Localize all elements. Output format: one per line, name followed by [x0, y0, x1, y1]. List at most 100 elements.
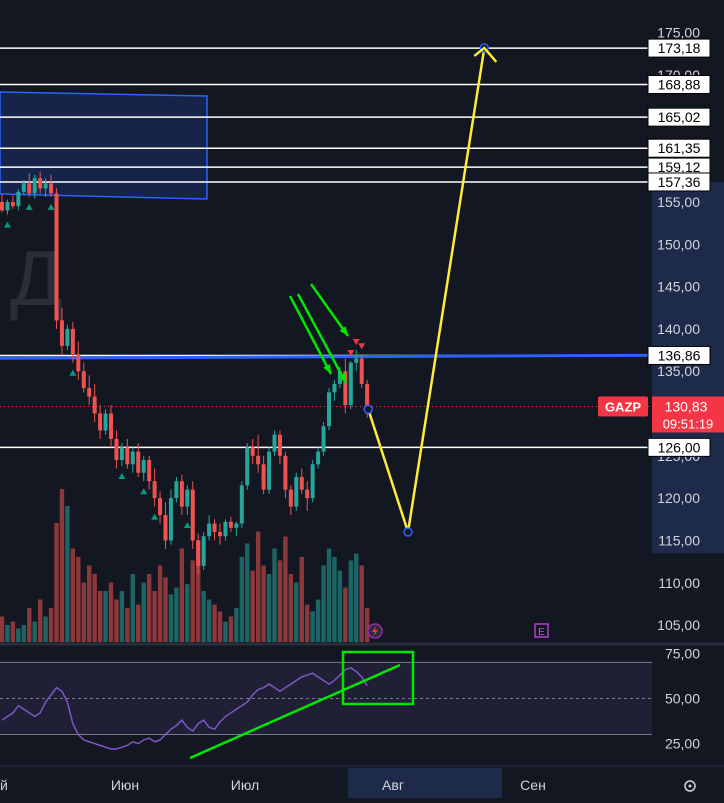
level-label-box[interactable] — [647, 38, 711, 58]
candle-body[interactable] — [348, 362, 353, 406]
candle-body[interactable] — [114, 438, 119, 461]
candle-body[interactable] — [245, 447, 250, 486]
candle-body[interactable] — [327, 392, 331, 427]
candle-body[interactable] — [103, 413, 108, 431]
candle-body[interactable] — [196, 540, 201, 566]
candle-body[interactable] — [305, 489, 310, 499]
candle-body[interactable] — [70, 328, 75, 355]
level-label-box[interactable] — [647, 74, 711, 94]
candle-body[interactable] — [98, 413, 103, 431]
candle-body[interactable] — [299, 476, 304, 490]
annotation-arrow[interactable] — [288, 295, 333, 375]
candle-body[interactable] — [283, 455, 288, 490]
candle-body[interactable] — [168, 498, 173, 541]
candle-body[interactable] — [76, 354, 81, 372]
gear-icon[interactable] — [684, 780, 696, 792]
blue-level-line[interactable] — [0, 353, 653, 360]
candle-body[interactable] — [27, 183, 32, 194]
candle-body[interactable] — [65, 328, 70, 346]
annotation-arrowhead — [323, 364, 331, 374]
supply-zone-rectangle[interactable] — [0, 91, 208, 200]
candle-body[interactable] — [190, 489, 195, 541]
candle-body[interactable] — [250, 447, 255, 456]
forecast-point[interactable] — [403, 527, 413, 537]
candle-body[interactable] — [152, 481, 157, 499]
candle-body[interactable] — [294, 476, 299, 507]
candle-body[interactable] — [163, 515, 168, 541]
level-label-box[interactable] — [647, 107, 711, 127]
candle-body[interactable] — [343, 371, 348, 406]
candle-body[interactable] — [234, 523, 239, 528]
candle-body[interactable] — [267, 451, 272, 490]
sell-signal-marker — [358, 343, 366, 350]
candle-body[interactable] — [43, 183, 48, 189]
volume-bar — [168, 594, 174, 642]
candle-body[interactable] — [16, 191, 21, 207]
current-price-badge[interactable] — [652, 396, 724, 433]
annotation-arrow[interactable] — [309, 283, 350, 337]
buy-signal-marker — [140, 488, 148, 495]
candle-body[interactable] — [354, 358, 359, 363]
level-label-box[interactable] — [647, 172, 711, 192]
candle-body[interactable] — [32, 178, 37, 194]
candle-body[interactable] — [0, 201, 4, 211]
candle-body[interactable] — [136, 451, 141, 473]
candle-body[interactable] — [201, 536, 206, 566]
candle-body[interactable] — [288, 489, 293, 507]
candle-body[interactable] — [365, 383, 370, 414]
candle-body[interactable] — [185, 489, 190, 507]
level-label-box[interactable] — [647, 345, 711, 365]
candle-body[interactable] — [228, 521, 233, 528]
candle-body[interactable] — [87, 388, 92, 397]
candle-body[interactable] — [147, 460, 152, 482]
candle-body[interactable] — [130, 451, 135, 465]
candle-body[interactable] — [125, 447, 130, 465]
candle-body[interactable] — [5, 201, 10, 211]
annotation-arrow[interactable] — [296, 293, 348, 384]
candle-body[interactable] — [81, 371, 86, 389]
candle-body[interactable] — [207, 523, 212, 537]
candle-body[interactable] — [310, 464, 315, 499]
rsi-highlight-box[interactable] — [341, 650, 415, 706]
candle-body[interactable] — [359, 358, 364, 384]
candle-body[interactable] — [261, 464, 266, 490]
candle-body[interactable] — [109, 413, 113, 439]
candle-body[interactable] — [239, 485, 244, 524]
level-label-box[interactable] — [647, 437, 711, 457]
candle-body[interactable] — [316, 451, 321, 465]
candle-body[interactable] — [272, 434, 277, 452]
candle-body[interactable] — [218, 531, 222, 537]
candle-body[interactable] — [174, 481, 179, 499]
candle-body[interactable] — [10, 201, 15, 207]
candle-body[interactable] — [158, 498, 163, 516]
candle-body[interactable] — [223, 521, 228, 537]
level-label-box[interactable] — [647, 138, 711, 158]
candle-body[interactable] — [277, 434, 282, 456]
buy-signal-marker — [47, 203, 55, 210]
candle-body[interactable] — [49, 183, 54, 194]
candle-body[interactable] — [119, 447, 124, 461]
rsi-tick-label: 25,00 — [665, 736, 700, 752]
candle-body[interactable] — [21, 183, 26, 192]
candle-body[interactable] — [212, 523, 217, 532]
candle-body[interactable] — [332, 383, 337, 393]
candle-body[interactable] — [141, 460, 146, 473]
forecast-point[interactable] — [363, 404, 373, 415]
candle-body[interactable] — [321, 426, 326, 452]
rsi-line[interactable] — [1, 667, 368, 750]
symbol-badge[interactable] — [598, 396, 648, 417]
candle-body[interactable] — [54, 193, 59, 321]
candle-body[interactable] — [38, 178, 43, 189]
volume-bar — [255, 531, 261, 642]
volume-bar — [272, 548, 277, 642]
candle-body[interactable] — [179, 481, 184, 507]
rsi-trendline[interactable] — [189, 663, 401, 760]
price-tick-label: 135,00 — [657, 363, 700, 379]
event-badge[interactable] — [534, 623, 549, 638]
candle-body[interactable] — [59, 320, 64, 346]
volume-bar — [48, 608, 54, 642]
candle-body[interactable] — [92, 396, 97, 414]
candle-body[interactable] — [256, 455, 261, 465]
